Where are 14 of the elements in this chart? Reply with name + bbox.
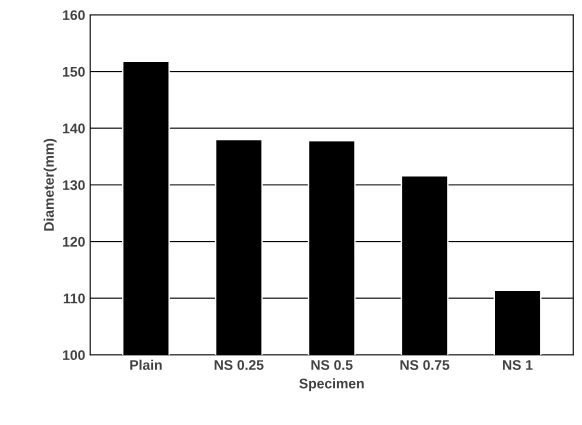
y-tick-label: 100 (63, 350, 85, 360)
x-tick-label: NS 0.75 (400, 360, 450, 370)
x-tick-label: Plain (130, 360, 162, 370)
x-tick-label: NS 1 (503, 360, 533, 370)
y-tick-label: 160 (63, 10, 85, 20)
x-axis-title: Specimen (299, 378, 364, 392)
y-tick-label: 150 (63, 66, 85, 77)
y-tick-label: 130 (63, 180, 85, 190)
y-axis-title: Diameter(mm) (44, 138, 57, 231)
y-tick-label: 120 (63, 236, 85, 247)
y-tick-label: 110 (64, 294, 85, 304)
x-tick-label: NS 0.25 (214, 360, 264, 370)
y-tick-label: 140 (63, 124, 85, 134)
x-tick-label: NS 0.5 (311, 360, 353, 370)
